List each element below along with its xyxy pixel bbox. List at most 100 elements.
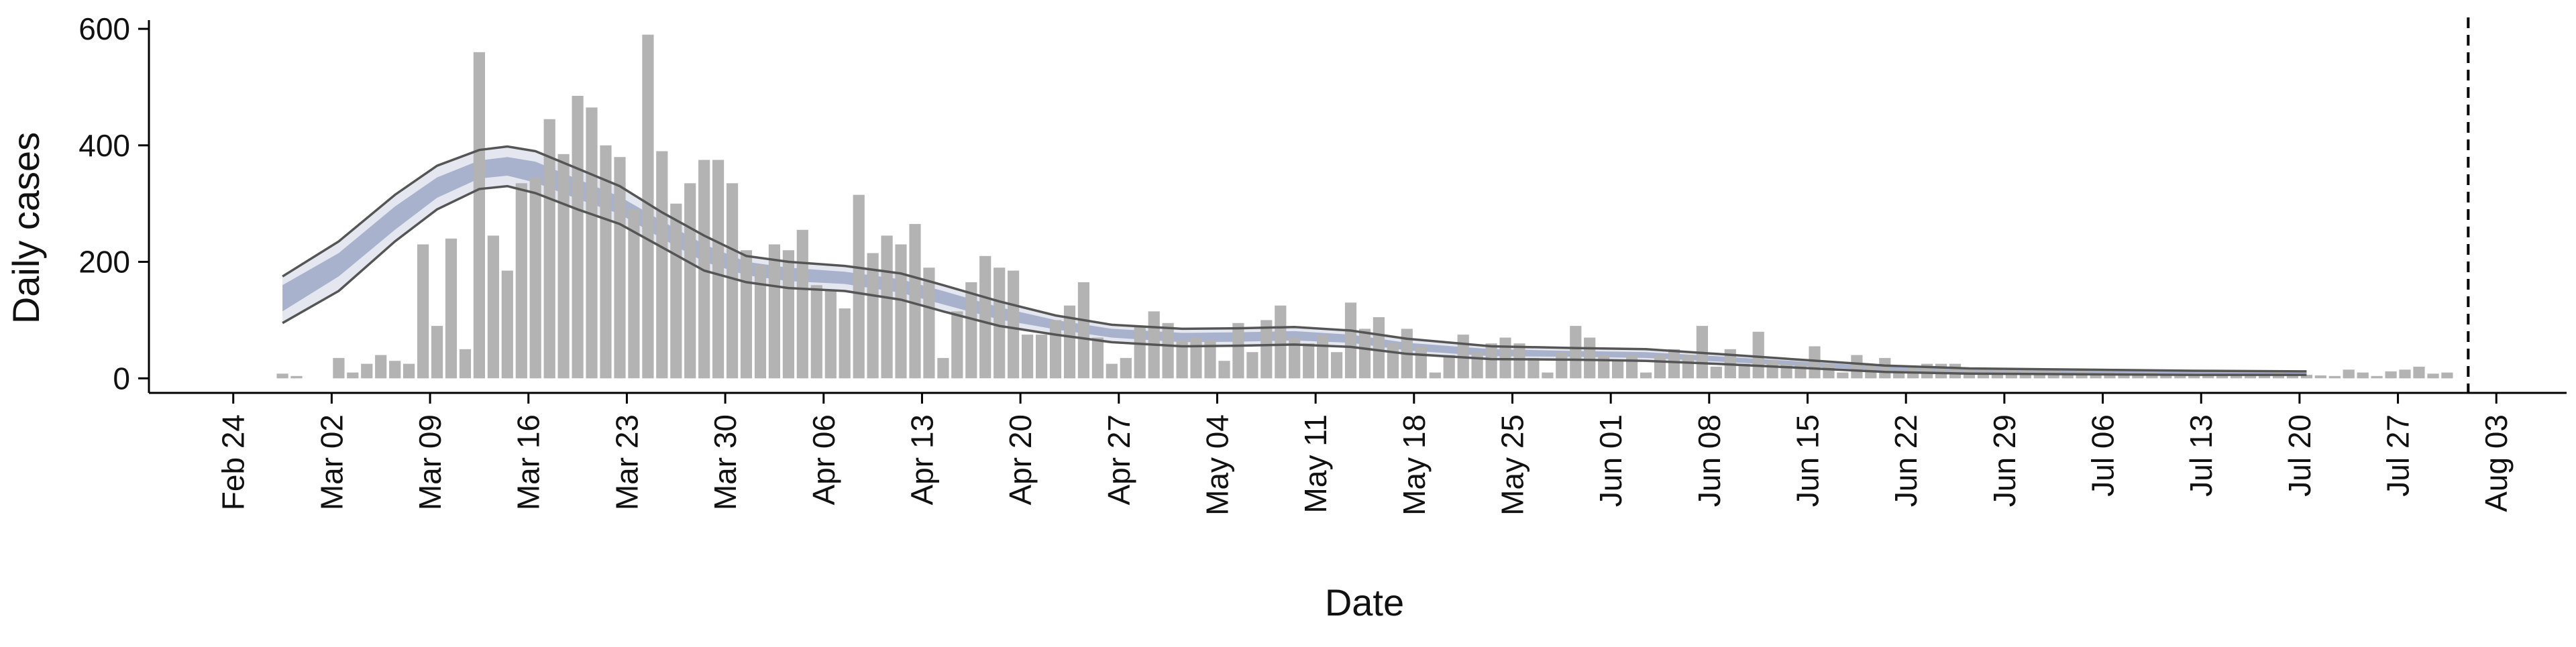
- daily-case-bar: [1612, 361, 1624, 379]
- x-tick-label: Jun 22: [1888, 414, 1923, 507]
- daily-case-bar: [1851, 355, 1863, 379]
- daily-case-bar: [628, 209, 640, 379]
- daily-case-bar: [1331, 352, 1343, 379]
- daily-case-bar: [1584, 337, 1596, 379]
- daily-case-bar: [445, 238, 458, 379]
- upper-interval-line: [282, 145, 2307, 373]
- daily-case-bar: [867, 253, 879, 379]
- daily-case-bar: [2245, 375, 2257, 379]
- daily-case-bar: [2357, 372, 2369, 379]
- x-tick-label: May 25: [1495, 414, 1529, 516]
- y-tick-label: 0: [113, 361, 130, 396]
- daily-case-bar: [1710, 366, 1722, 379]
- x-tick-label: Aug 03: [2479, 414, 2514, 512]
- daily-case-bar: [276, 373, 288, 379]
- daily-case-bar: [1120, 357, 1132, 379]
- daily-case-bar: [389, 361, 401, 379]
- x-tick-label: Jul 13: [2184, 414, 2218, 497]
- x-tick-label: May 04: [1199, 414, 1234, 516]
- daily-case-bar: [979, 255, 991, 379]
- daily-case-bar: [2174, 373, 2186, 379]
- x-tick-label: Apr 13: [904, 414, 939, 506]
- x-axis-title: Date: [1325, 581, 1404, 624]
- daily-case-bar: [543, 119, 555, 379]
- daily-case-bar: [656, 151, 668, 379]
- daily-case-bar: [586, 107, 598, 379]
- daily-case-bar: [1429, 372, 1441, 379]
- daily-case-bar: [1668, 349, 1680, 379]
- daily-case-bar: [431, 326, 443, 379]
- daily-case-bar: [1049, 320, 1062, 379]
- daily-case-bar: [2231, 375, 2243, 379]
- daily-case-bar: [1471, 352, 1483, 379]
- daily-case-bar: [1682, 355, 1694, 379]
- daily-case-bar: [2399, 369, 2411, 379]
- daily-case-bar: [768, 244, 780, 379]
- daily-case-bar: [2061, 372, 2074, 379]
- daily-case-bar: [1373, 317, 1385, 379]
- daily-case-bar: [642, 34, 654, 379]
- daily-case-bar: [557, 154, 570, 379]
- x-tick-label: Apr 20: [1003, 414, 1038, 506]
- daily-case-bar: [1063, 305, 1076, 379]
- daily-case-bar: [782, 250, 794, 379]
- daily-case-bar: [1794, 363, 1807, 379]
- daily-case-bar: [839, 308, 851, 379]
- daily-case-bar: [473, 52, 485, 379]
- daily-case-bar: [1893, 369, 1905, 379]
- daily-case-bar: [2343, 369, 2355, 379]
- daily-case-bar: [1513, 343, 1525, 379]
- x-tick-label: Jun 29: [1987, 414, 2022, 507]
- x-tick-label: Mar 09: [413, 414, 447, 510]
- x-tick-label: May 18: [1397, 414, 1432, 516]
- daily-case-bar: [572, 95, 584, 379]
- daily-case-bar: [487, 235, 499, 379]
- daily-case-bar: [1190, 337, 1202, 379]
- daily-case-bar: [2427, 373, 2439, 379]
- daily-case-bar: [1485, 343, 1497, 379]
- daily-case-bar: [1935, 363, 1947, 379]
- daily-case-bar: [1809, 346, 1821, 379]
- daily-case-bar: [1527, 357, 1540, 379]
- daily-case-bar: [1752, 331, 1764, 379]
- daily-case-bar: [403, 363, 415, 379]
- daily-case-bar: [1542, 372, 1554, 379]
- daily-case-bar: [698, 160, 710, 379]
- daily-case-bar: [2385, 371, 2397, 379]
- daily-case-bar: [1766, 361, 1778, 379]
- x-tick-label: Mar 30: [708, 414, 743, 510]
- daily-case-bar: [1823, 363, 1835, 379]
- daily-case-bar: [375, 355, 387, 379]
- daily-case-bar: [923, 268, 935, 379]
- line-layer: [282, 145, 2307, 376]
- daily-case-bar: [1654, 355, 1666, 379]
- daily-case-bar: [1077, 282, 1089, 379]
- daily-case-bar: [2328, 375, 2341, 379]
- daily-case-bar: [1570, 326, 1582, 379]
- daily-case-bar: [1134, 326, 1146, 379]
- x-tick-label: Jun 15: [1790, 414, 1825, 507]
- daily-case-bar: [1738, 363, 1750, 379]
- daily-case-bar: [1640, 372, 1652, 379]
- daily-case-bar: [740, 250, 753, 379]
- daily-case-bar: [2160, 373, 2172, 379]
- daily-case-bar: [1949, 363, 1962, 379]
- daily-case-bar: [1556, 352, 1568, 379]
- daily-case-bar: [909, 224, 921, 379]
- daily-case-bar: [965, 282, 977, 379]
- x-tick-label: May 11: [1298, 414, 1333, 513]
- daily-case-bar: [670, 203, 682, 379]
- daily-case-bar: [1598, 355, 1610, 379]
- daily-case-bar: [1162, 322, 1174, 379]
- daily-case-bar: [684, 183, 696, 379]
- x-tick-label: Jun 08: [1692, 414, 1727, 507]
- daily-case-bar: [459, 349, 472, 379]
- daily-case-bar: [2371, 375, 2383, 379]
- x-tick-label: Jul 20: [2282, 414, 2317, 497]
- daily-case-bar: [614, 157, 626, 379]
- daily-case-bar: [361, 363, 373, 379]
- daily-case-bar: [1176, 340, 1188, 379]
- daily-case-bar: [1415, 346, 1427, 379]
